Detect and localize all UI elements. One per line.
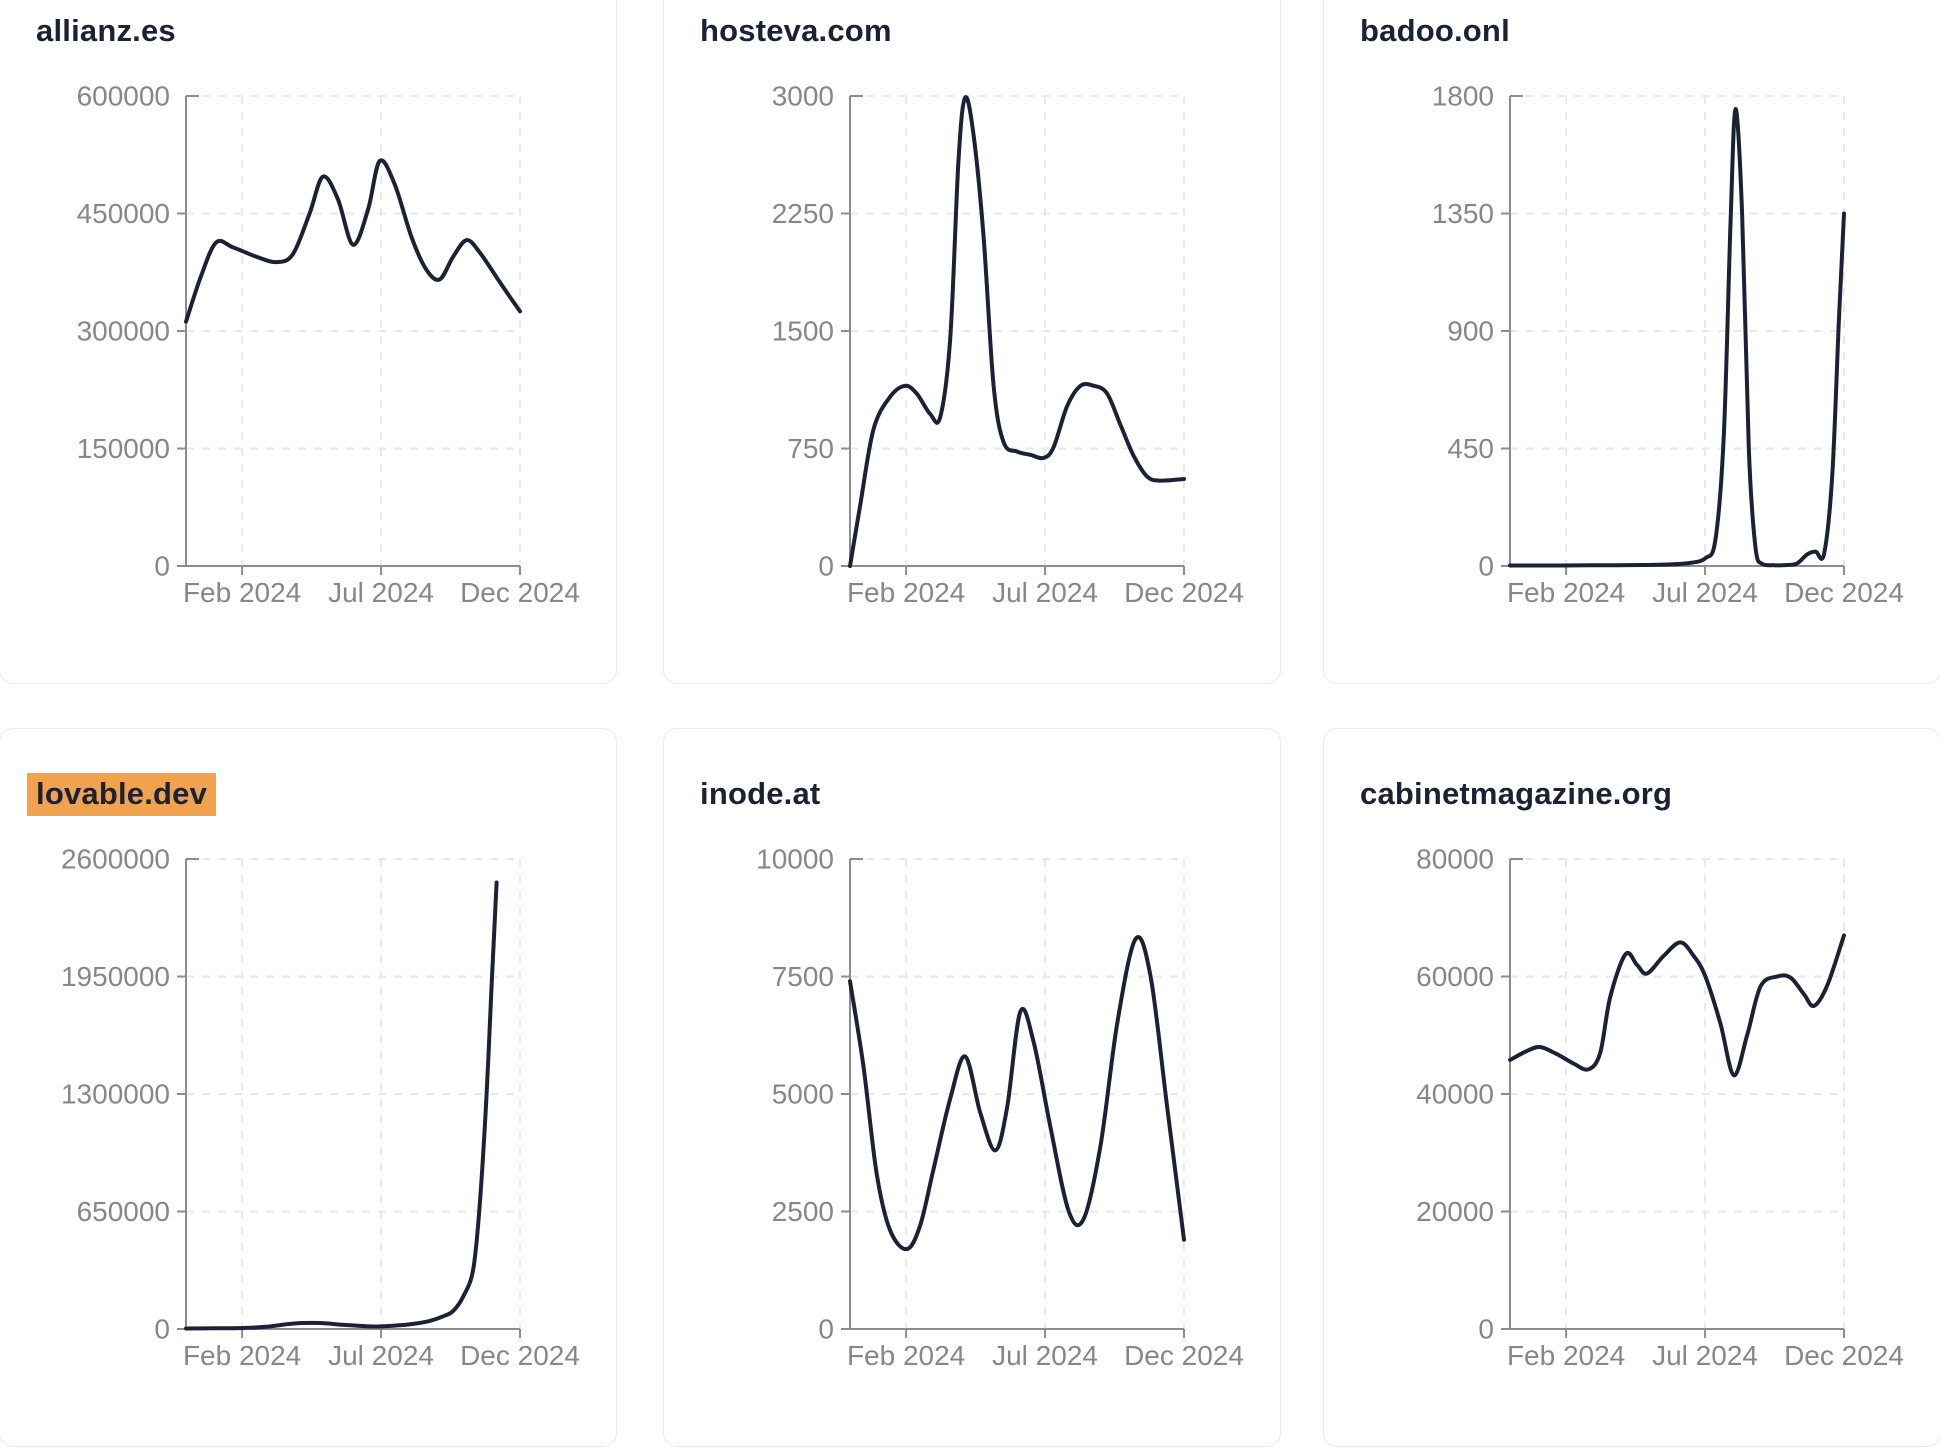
chart-card-badoo-onl: badoo.onl 0 450 900 1350 1800 Feb 2024 Jul 2024… bbox=[1323, 0, 1940, 684]
x-tick-label: Jul 2024 bbox=[1652, 1340, 1758, 1371]
line-chart[interactable]: 0 150000 300000 450000 600000 Feb 2024 Jul 202… bbox=[0, 0, 618, 685]
chart-title[interactable]: hosteva.com bbox=[700, 13, 892, 48]
y-tick-label: 7500 bbox=[772, 961, 834, 992]
y-tick-label: 2600000 bbox=[61, 844, 170, 875]
chart-card-hosteva-com: hosteva.com 0 750 1500 2250 3000 Feb 2024 Jul 2… bbox=[663, 0, 1281, 684]
y-tick-label: 10000 bbox=[756, 844, 834, 875]
x-tick-label: Dec 2024 bbox=[1784, 577, 1904, 608]
line-chart[interactable]: 0 20000 40000 60000 80000 Feb 2024 Jul 2024 Dec… bbox=[1324, 729, 1940, 1448]
y-tick-label: 0 bbox=[818, 1314, 834, 1345]
series-line bbox=[1508, 933, 1846, 1078]
chart-title[interactable]: inode.at bbox=[700, 776, 821, 811]
chart-card-allianz-es: allianz.es 0 150000 300000 450000 600000 Feb 2… bbox=[0, 0, 617, 684]
y-tick-label: 450000 bbox=[77, 198, 170, 229]
y-tick-label: 450 bbox=[1447, 433, 1494, 464]
y-tick-label: 650000 bbox=[77, 1196, 170, 1227]
x-tick-label: Feb 2024 bbox=[847, 1340, 965, 1371]
x-tick-label: Dec 2024 bbox=[460, 577, 580, 608]
y-tick-label: 300000 bbox=[77, 316, 170, 347]
chart-title[interactable]: badoo.onl bbox=[1360, 13, 1510, 48]
x-tick-label: Feb 2024 bbox=[1507, 1340, 1625, 1371]
y-tick-label: 0 bbox=[1478, 1314, 1494, 1345]
line-chart[interactable]: 0 650000 1300000 1950000 2600000 Feb 2024 Jul … bbox=[0, 729, 618, 1448]
y-tick-label: 0 bbox=[818, 551, 834, 582]
line-chart[interactable]: 0 2500 5000 7500 10000 Feb 2024 Jul 2024 Dec 20… bbox=[664, 729, 1282, 1448]
x-tick-label: Dec 2024 bbox=[1784, 1340, 1904, 1371]
y-tick-label: 2500 bbox=[772, 1196, 834, 1227]
chart-card-cabinetmagazine-org: cabinetmagazine.org 0 20000 40000 60000 80000… bbox=[1323, 728, 1940, 1447]
x-tick-label: Feb 2024 bbox=[847, 577, 965, 608]
highlighted-title: lovable.dev bbox=[27, 773, 217, 816]
chart-title[interactable]: allianz.es bbox=[36, 13, 176, 48]
x-tick-label: Feb 2024 bbox=[1507, 577, 1625, 608]
y-tick-label: 1300000 bbox=[61, 1079, 170, 1110]
y-tick-label: 900 bbox=[1447, 316, 1494, 347]
y-tick-label: 0 bbox=[154, 551, 170, 582]
y-tick-label: 1500 bbox=[772, 316, 834, 347]
chart-title[interactable]: cabinetmagazine.org bbox=[1360, 776, 1673, 811]
chart-card-lovable-dev: lovable.dev 0 650000 1300000 1950000 2600000 F… bbox=[0, 728, 617, 1447]
series-line bbox=[848, 935, 1186, 1252]
x-tick-label: Jul 2024 bbox=[992, 1340, 1098, 1371]
series-line bbox=[184, 158, 522, 324]
chart-title[interactable]: lovable.dev bbox=[27, 773, 217, 816]
series-line bbox=[848, 95, 1186, 568]
y-tick-label: 600000 bbox=[77, 81, 170, 112]
y-tick-label: 5000 bbox=[772, 1079, 834, 1110]
y-tick-label: 40000 bbox=[1416, 1079, 1494, 1110]
x-tick-label: Jul 2024 bbox=[328, 1340, 434, 1371]
line-chart[interactable]: 0 450 900 1350 1800 Feb 2024 Jul 2024 Dec 2024 bbox=[1324, 0, 1940, 685]
x-tick-label: Feb 2024 bbox=[183, 1340, 301, 1371]
y-tick-label: 0 bbox=[1478, 551, 1494, 582]
y-tick-label: 0 bbox=[154, 1314, 170, 1345]
x-tick-label: Jul 2024 bbox=[328, 577, 434, 608]
x-tick-label: Jul 2024 bbox=[1652, 577, 1758, 608]
y-tick-label: 750 bbox=[787, 433, 834, 464]
y-tick-label: 3000 bbox=[772, 81, 834, 112]
x-tick-label: Dec 2024 bbox=[1124, 577, 1244, 608]
series-line bbox=[1508, 107, 1846, 568]
line-chart[interactable]: 0 750 1500 2250 3000 Feb 2024 Jul 2024 Dec 2024 bbox=[664, 0, 1282, 685]
y-tick-label: 150000 bbox=[77, 433, 170, 464]
y-tick-label: 80000 bbox=[1416, 844, 1494, 875]
y-tick-label: 1350 bbox=[1432, 198, 1494, 229]
y-tick-label: 60000 bbox=[1416, 961, 1494, 992]
x-tick-label: Dec 2024 bbox=[1124, 1340, 1244, 1371]
y-tick-label: 20000 bbox=[1416, 1196, 1494, 1227]
series-line bbox=[184, 880, 499, 1331]
x-tick-label: Jul 2024 bbox=[992, 577, 1098, 608]
y-tick-label: 1800 bbox=[1432, 81, 1494, 112]
chart-card-inode-at: inode.at 0 2500 5000 7500 10000 Feb 2024 Jul 20… bbox=[663, 728, 1281, 1447]
y-tick-label: 1950000 bbox=[61, 961, 170, 992]
x-tick-label: Feb 2024 bbox=[183, 577, 301, 608]
x-tick-label: Dec 2024 bbox=[460, 1340, 580, 1371]
y-tick-label: 2250 bbox=[772, 198, 834, 229]
